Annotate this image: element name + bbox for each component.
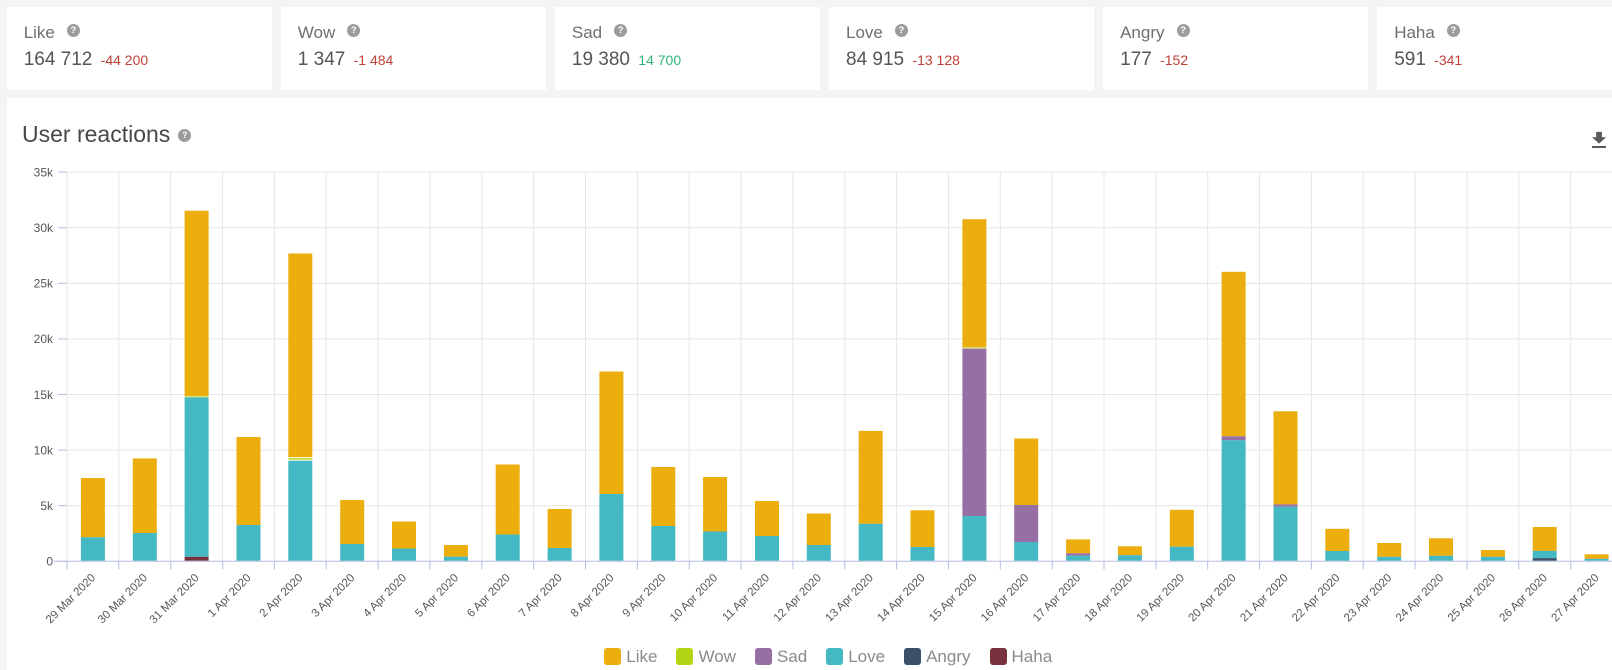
svg-text:29 Mar 2020: 29 Mar 2020 <box>44 572 98 626</box>
svg-text:30 Mar 2020: 30 Mar 2020 <box>96 572 150 626</box>
svg-text:24 Apr 2020: 24 Apr 2020 <box>1394 572 1446 624</box>
svg-text:6 Apr 2020: 6 Apr 2020 <box>465 572 513 620</box>
svg-text:13 Apr 2020: 13 Apr 2020 <box>824 572 876 624</box>
svg-text:10k: 10k <box>34 443 54 457</box>
svg-text:5k: 5k <box>40 499 54 513</box>
svg-text:20k: 20k <box>34 332 54 346</box>
svg-text:1 Apr 2020: 1 Apr 2020 <box>206 572 254 620</box>
svg-text:14 Apr 2020: 14 Apr 2020 <box>875 572 927 624</box>
svg-text:20 Apr 2020: 20 Apr 2020 <box>1186 572 1238 624</box>
svg-text:30k: 30k <box>34 221 54 235</box>
svg-text:26 Apr 2020: 26 Apr 2020 <box>1498 572 1550 624</box>
svg-text:11 Apr 2020: 11 Apr 2020 <box>720 572 772 624</box>
svg-text:23 Apr 2020: 23 Apr 2020 <box>1342 572 1394 624</box>
svg-text:25 Apr 2020: 25 Apr 2020 <box>1446 572 1498 624</box>
svg-text:12 Apr 2020: 12 Apr 2020 <box>772 572 824 624</box>
svg-text:16 Apr 2020: 16 Apr 2020 <box>979 572 1031 624</box>
svg-text:0: 0 <box>46 554 53 568</box>
svg-text:17 Apr 2020: 17 Apr 2020 <box>1031 572 1083 624</box>
svg-text:22 Apr 2020: 22 Apr 2020 <box>1290 572 1342 624</box>
svg-text:21 Apr 2020: 21 Apr 2020 <box>1238 572 1290 624</box>
svg-text:35k: 35k <box>34 165 54 179</box>
svg-text:18 Apr 2020: 18 Apr 2020 <box>1083 572 1135 624</box>
svg-text:5 Apr 2020: 5 Apr 2020 <box>413 572 461 620</box>
svg-text:2 Apr 2020: 2 Apr 2020 <box>258 572 306 620</box>
svg-text:19 Apr 2020: 19 Apr 2020 <box>1135 572 1187 624</box>
svg-text:9 Apr 2020: 9 Apr 2020 <box>621 572 669 620</box>
svg-text:4 Apr 2020: 4 Apr 2020 <box>361 572 409 620</box>
svg-text:10 Apr 2020: 10 Apr 2020 <box>668 572 720 624</box>
svg-text:15 Apr 2020: 15 Apr 2020 <box>927 572 979 624</box>
svg-text:25k: 25k <box>34 276 54 290</box>
svg-text:3 Apr 2020: 3 Apr 2020 <box>310 572 358 620</box>
svg-text:27 Apr 2020: 27 Apr 2020 <box>1549 572 1601 624</box>
svg-text:15k: 15k <box>34 387 54 401</box>
svg-text:31 Mar 2020: 31 Mar 2020 <box>148 572 202 626</box>
svg-text:8 Apr 2020: 8 Apr 2020 <box>569 572 617 620</box>
svg-text:7 Apr 2020: 7 Apr 2020 <box>517 572 565 620</box>
